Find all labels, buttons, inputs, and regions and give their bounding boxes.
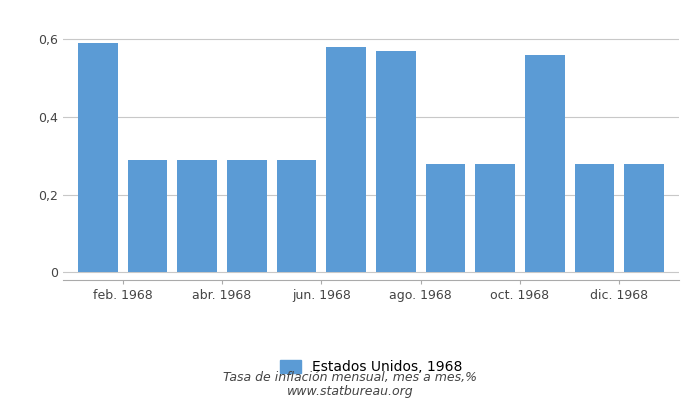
Text: www.statbureau.org: www.statbureau.org	[287, 385, 413, 398]
Bar	[227, 160, 267, 272]
Bar	[376, 51, 416, 272]
Text: Tasa de inflación mensual, mes a mes,%: Tasa de inflación mensual, mes a mes,%	[223, 372, 477, 384]
Bar	[177, 160, 217, 272]
Bar	[78, 43, 118, 272]
Bar	[276, 160, 316, 272]
Bar	[624, 164, 664, 272]
Bar	[575, 164, 615, 272]
Bar	[525, 55, 565, 272]
Bar	[127, 160, 167, 272]
Bar	[475, 164, 515, 272]
Bar	[326, 47, 366, 272]
Legend: Estados Unidos, 1968: Estados Unidos, 1968	[273, 354, 469, 381]
Bar	[426, 164, 466, 272]
